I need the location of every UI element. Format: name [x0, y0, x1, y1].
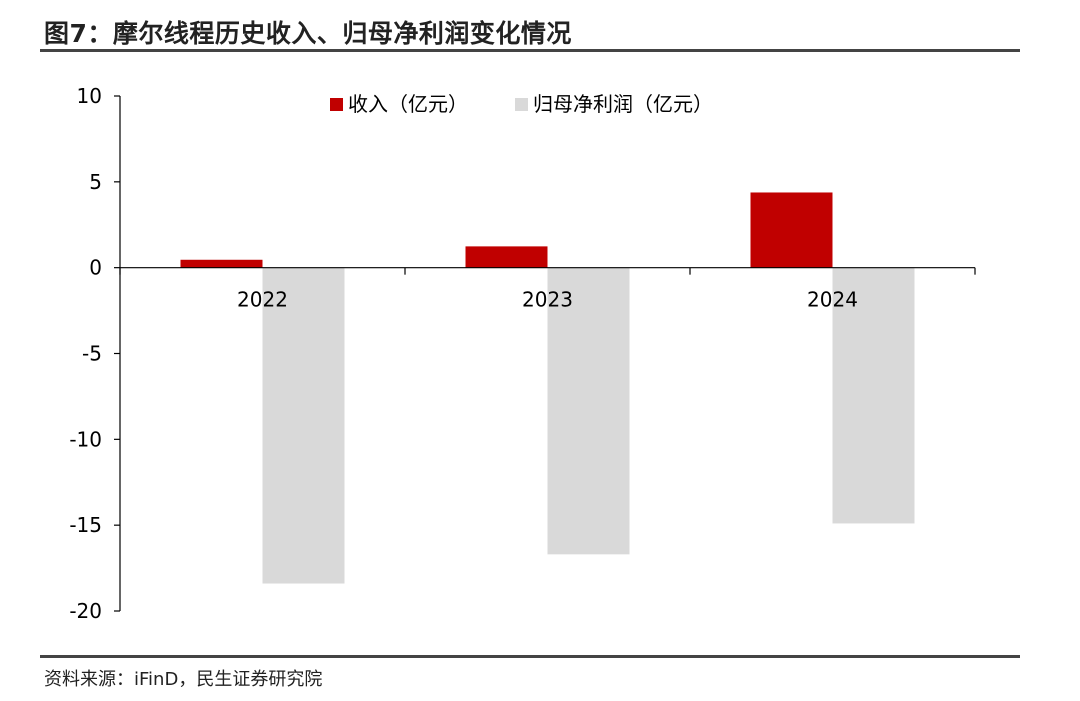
legend-label: 归母净利润（亿元）: [533, 92, 713, 116]
x-axis: 2022 2023 2024: [119, 267, 976, 312]
bar-net-profit: [832, 267, 915, 524]
x-tick-label: 2024: [807, 288, 858, 312]
bars: [180, 192, 915, 584]
y-tick-label: 0: [89, 256, 102, 280]
bar-net-profit: [262, 267, 345, 584]
y-tick-label: -20: [69, 599, 102, 623]
y-tick-label: 10: [77, 84, 102, 108]
y-tick-label: -5: [82, 342, 102, 366]
bar-revenue: [465, 246, 548, 268]
legend-label: 收入（亿元）: [348, 92, 468, 116]
bar-revenue: [750, 192, 833, 268]
y-tick-label: -15: [69, 513, 102, 537]
figure-title: 图7：摩尔线程历史收入、归母净利润变化情况: [44, 19, 572, 48]
bar-net-profit: [547, 267, 630, 555]
bar-revenue: [180, 259, 263, 268]
legend: 收入（亿元） 归母净利润（亿元）: [330, 92, 713, 116]
source-note: 资料来源：iFinD，民生证券研究院: [44, 669, 323, 690]
title-rule: [40, 49, 1020, 52]
y-tick-label: -10: [69, 427, 102, 451]
x-tick-label: 2022: [237, 288, 288, 312]
source-rule: [40, 655, 1020, 658]
x-tick-label: 2023: [522, 288, 573, 312]
legend-swatch: [330, 98, 343, 111]
y-axis: 10 5 0 -5 -10 -15 -20: [69, 84, 121, 623]
legend-swatch: [515, 98, 528, 111]
y-tick-label: 5: [89, 170, 102, 194]
